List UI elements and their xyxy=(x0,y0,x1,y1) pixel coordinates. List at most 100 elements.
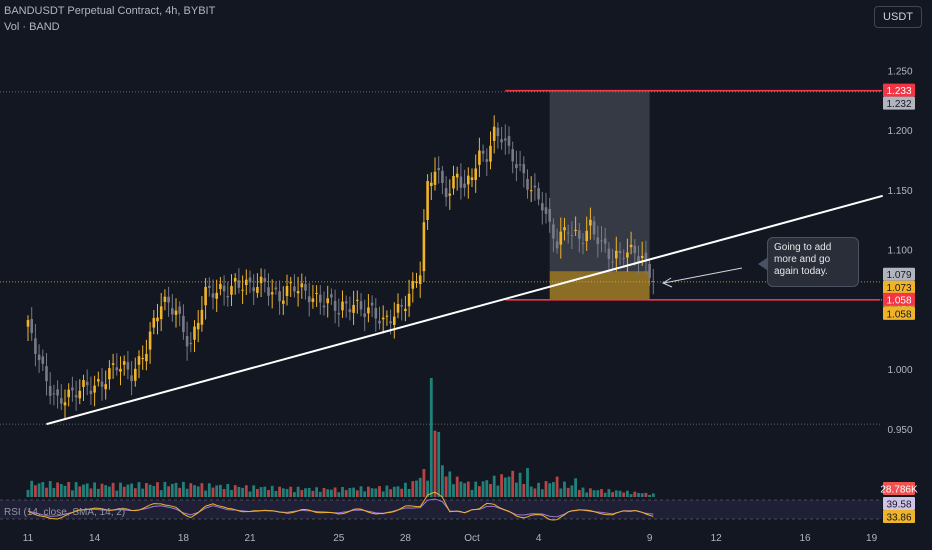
price-label-bg xyxy=(883,96,915,110)
candle xyxy=(37,354,41,361)
volume-bar xyxy=(289,486,293,497)
volume-bar xyxy=(507,476,511,497)
candle xyxy=(544,207,548,214)
volume-bar xyxy=(244,485,248,497)
volume-bar xyxy=(485,480,489,497)
candle xyxy=(356,299,359,301)
candle xyxy=(444,188,448,198)
trade-note[interactable]: Going to add more and go again today. xyxy=(767,237,859,287)
volume-bar xyxy=(189,483,193,497)
volume-bar xyxy=(281,488,285,497)
currency-button[interactable]: USDT xyxy=(874,6,922,28)
volume-bar xyxy=(174,482,178,497)
candle xyxy=(600,240,603,242)
candle xyxy=(111,363,115,365)
candle xyxy=(474,168,477,181)
candle xyxy=(156,317,159,322)
volume-bar xyxy=(618,490,622,497)
volume-bar xyxy=(270,485,274,497)
y-tick-label: 1.150 xyxy=(887,186,912,197)
profit-zone xyxy=(549,90,650,272)
volume-bar xyxy=(385,485,389,497)
candle xyxy=(274,287,278,290)
volume-bar xyxy=(74,482,78,497)
volume-bar xyxy=(437,431,441,497)
candle xyxy=(189,342,193,345)
volume-bar xyxy=(503,477,507,497)
volume-bar xyxy=(293,492,296,497)
x-tick-label: 19 xyxy=(866,533,878,544)
volume-bar xyxy=(241,487,244,497)
volume-bar xyxy=(381,491,385,497)
volume-bar xyxy=(559,488,563,497)
price-label-bg xyxy=(883,267,915,281)
candle xyxy=(526,178,529,190)
candle xyxy=(256,286,259,293)
candle xyxy=(570,234,574,236)
candle xyxy=(374,308,378,319)
volume-bar xyxy=(607,489,611,497)
candle xyxy=(500,139,503,143)
candle xyxy=(67,389,70,398)
volume-bar xyxy=(648,494,651,497)
candle xyxy=(85,381,89,386)
candle xyxy=(233,277,237,282)
candle xyxy=(119,368,122,372)
volume-bar xyxy=(455,476,459,497)
volume-bar xyxy=(215,485,219,497)
candle xyxy=(304,283,307,291)
volume-bar xyxy=(637,493,640,497)
volume-bar xyxy=(59,484,63,497)
volume-bar xyxy=(159,490,163,497)
volume-bar xyxy=(415,480,418,497)
volume-bar xyxy=(570,485,574,497)
volume-bar xyxy=(622,492,626,497)
volume-value-label: 28.786K xyxy=(880,485,918,496)
candle xyxy=(385,315,389,317)
volume-bar xyxy=(533,488,537,497)
volume-bar xyxy=(481,481,485,497)
volume-bar xyxy=(544,481,548,497)
candle xyxy=(145,353,148,362)
candle xyxy=(167,296,170,303)
volume-bar xyxy=(407,488,411,497)
volume-bar xyxy=(263,486,267,497)
candle xyxy=(552,224,555,239)
candle xyxy=(41,356,45,364)
volume-bar xyxy=(614,490,618,497)
price-label: 1.232 xyxy=(886,99,911,110)
volume-bar xyxy=(133,488,137,497)
candle xyxy=(285,286,289,297)
candle xyxy=(548,208,551,222)
candle xyxy=(252,287,255,292)
volume-bar xyxy=(96,488,100,497)
candle xyxy=(563,227,566,231)
volume-bar xyxy=(348,488,352,497)
candle xyxy=(518,164,522,166)
volume-bar xyxy=(552,482,555,497)
volume-bar xyxy=(596,490,600,497)
candle xyxy=(193,326,196,340)
volume-bar xyxy=(466,481,470,497)
volume-bar xyxy=(374,488,378,497)
candle xyxy=(289,282,292,284)
volume-bar xyxy=(429,378,433,497)
note-arrow-line xyxy=(663,267,743,284)
note-arrow-head xyxy=(661,277,673,288)
volume-bar xyxy=(252,485,256,497)
candle xyxy=(618,250,622,254)
y-tick-label: 1.250 xyxy=(887,66,912,77)
candle xyxy=(204,286,207,306)
volume-bar xyxy=(182,481,185,497)
candle xyxy=(319,294,322,303)
volume-bar xyxy=(322,488,326,497)
candle xyxy=(97,379,100,382)
volume-bar xyxy=(526,468,529,497)
volume-bar xyxy=(285,488,289,497)
candle xyxy=(174,310,178,315)
volume-bar xyxy=(444,476,448,497)
volume-bar xyxy=(274,491,278,497)
candle xyxy=(219,283,222,290)
